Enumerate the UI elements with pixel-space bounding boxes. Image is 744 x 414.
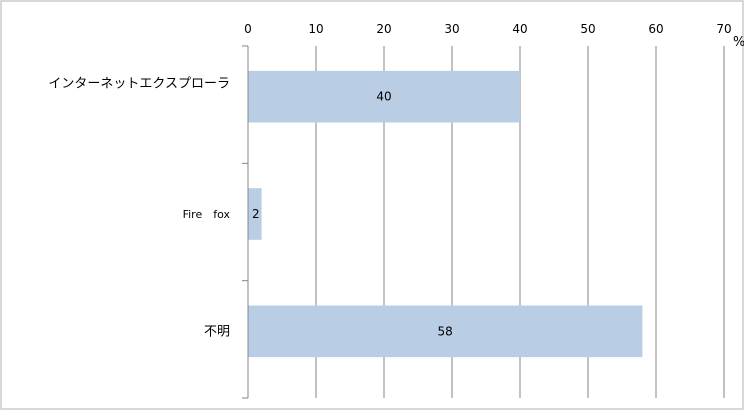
bar-2 [248, 305, 643, 358]
category-label-2: 不明 [204, 324, 230, 339]
x-tick-label-20: 20 [376, 22, 391, 36]
category-label-0: インターネットエクスプローラ [48, 77, 230, 92]
data-label-0: 40 [376, 90, 391, 104]
x-tick-label-50: 50 [580, 22, 595, 36]
label-layer: 0 10 20 30 40 50 60 70 40 インターネットエクスプローラ 2 Fire fox… [48, 22, 731, 339]
bar-0 [248, 70, 520, 123]
category-label-1: Fire fox [183, 208, 231, 221]
data-label-2: 58 [438, 324, 453, 338]
x-unit-label: % [733, 35, 744, 50]
x-tick-label-30: 30 [444, 22, 459, 36]
bar-1 [248, 188, 262, 240]
x-tick-label-40: 40 [512, 22, 527, 36]
x-tick-label-60: 60 [648, 22, 663, 36]
x-tick-label-10: 10 [308, 22, 323, 36]
axis-layer [242, 45, 249, 399]
x-tick-label-0: 0 [244, 22, 252, 36]
data-label-1: 2 [252, 207, 260, 221]
bar-layer [248, 70, 643, 358]
x-tick-label-70: 70 [716, 22, 731, 36]
